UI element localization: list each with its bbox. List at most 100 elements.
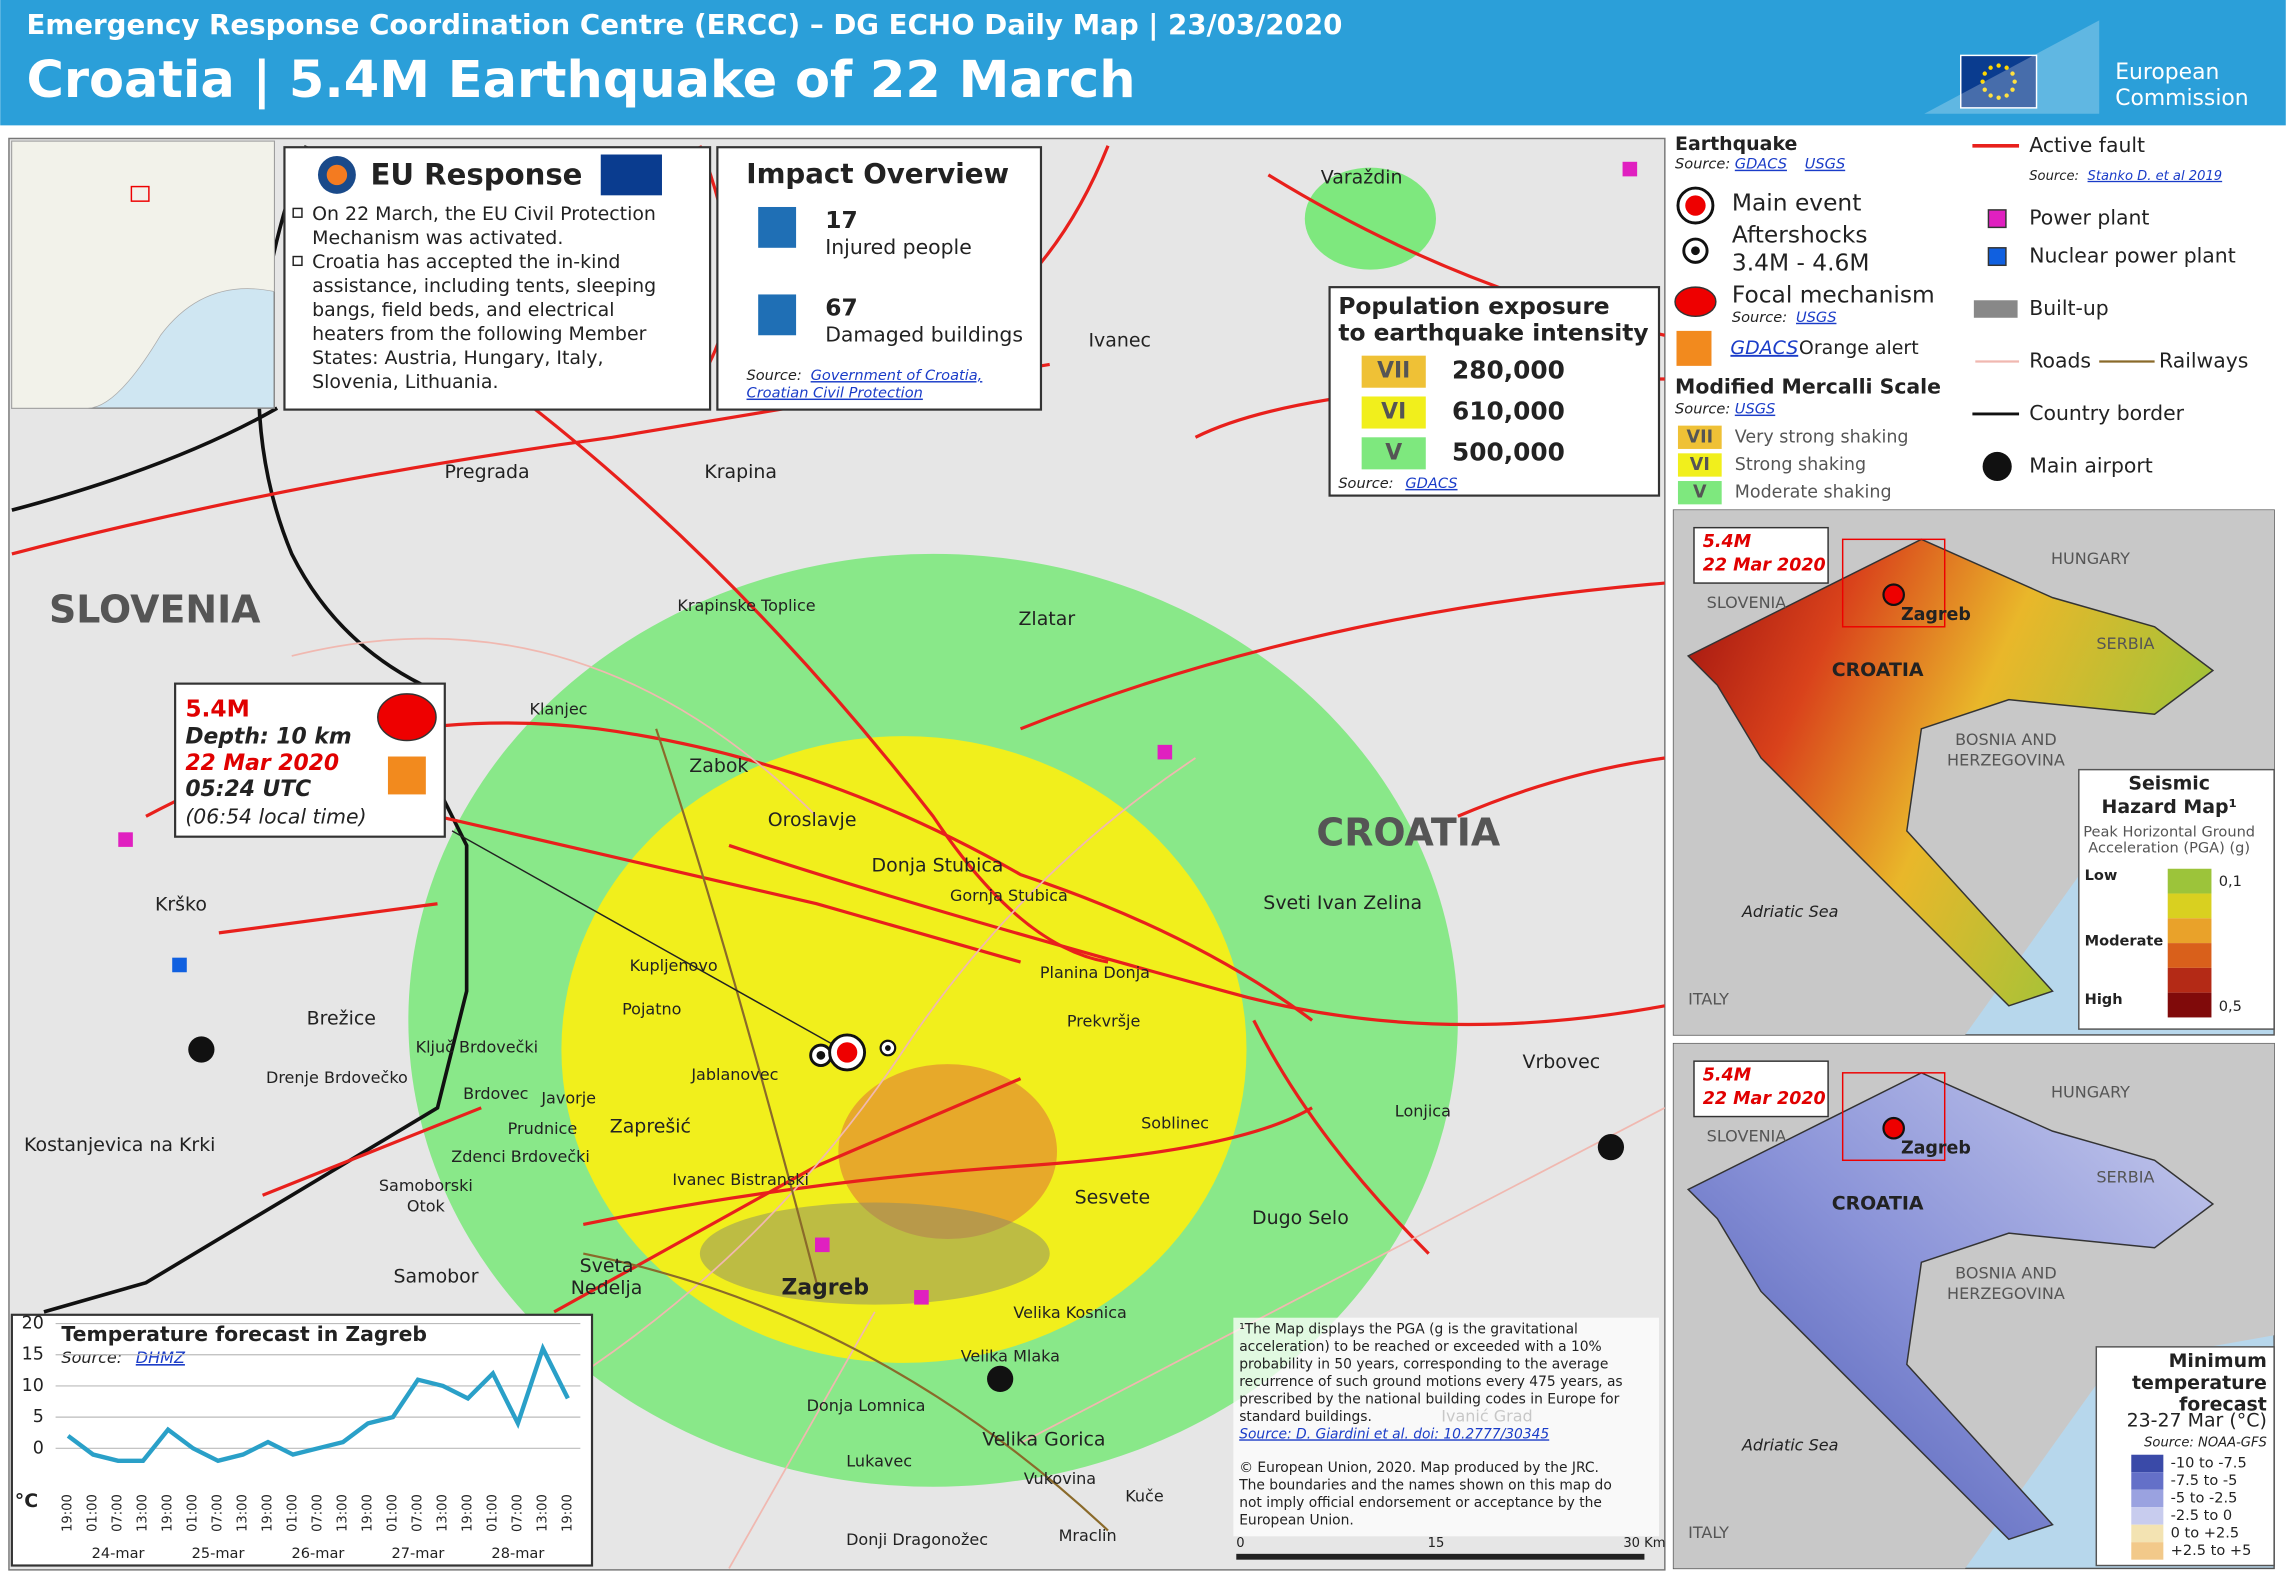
inset-label: Zagreb xyxy=(1901,605,1971,625)
place-label: Ivanec Bistranski xyxy=(672,1170,809,1189)
place-label: Drenje Brdovečko xyxy=(266,1068,408,1087)
legend-title: Modified Mercalli Scale xyxy=(1675,375,1941,399)
temp-swatch xyxy=(2131,1507,2164,1525)
event-label: 22 Mar 2020 xyxy=(1703,556,1826,576)
place-label: Velika Mlaka xyxy=(961,1347,1060,1366)
active-fault xyxy=(582,1106,1313,1226)
place-label: Kuče xyxy=(1125,1486,1164,1505)
place-label: Brežice xyxy=(307,1007,376,1029)
intensity-swatch xyxy=(1361,396,1426,429)
source-label: Source: xyxy=(1675,401,1730,418)
depth: Depth: 10 km xyxy=(185,725,351,750)
hazard-swatch xyxy=(2167,868,2212,894)
scale-bar xyxy=(1236,1553,1645,1560)
inset-extent xyxy=(1841,1072,1946,1162)
population: 610,000 xyxy=(1452,397,1565,426)
legend-label: Main event xyxy=(1732,190,1861,217)
place-label: Krapinske Toplice xyxy=(677,596,815,615)
active-fault xyxy=(1252,1019,1430,1255)
flag-star xyxy=(2010,87,2015,92)
y-tick-label: 20 xyxy=(22,1314,44,1334)
event-label: 5.4M xyxy=(1703,1066,1752,1086)
active-fault xyxy=(494,377,1109,964)
header-bar xyxy=(0,0,2286,126)
place-label: Donja Lomnica xyxy=(807,1396,926,1415)
x-tick-label: 19:00 xyxy=(161,1494,176,1532)
place-label: Krapina xyxy=(704,461,777,483)
event-utc: 05:24 UTC xyxy=(185,777,311,802)
intensity-code: VII xyxy=(1377,359,1410,384)
place-label: Pregrada xyxy=(444,461,529,483)
inset-event xyxy=(1882,583,1905,607)
x-tick-label: 19:00 xyxy=(61,1494,76,1532)
mercalli-code: V xyxy=(1693,483,1707,503)
main-event xyxy=(836,1042,858,1063)
airport xyxy=(1597,1134,1625,1161)
legend-builtup xyxy=(1973,300,2018,318)
y-tick-label: 15 xyxy=(22,1345,44,1365)
intensity-swatch xyxy=(1361,437,1426,470)
source-link: Government of Croatia, xyxy=(811,367,983,384)
x-tick-label: 13:00 xyxy=(435,1494,450,1532)
inset-label: Zagreb xyxy=(1901,1139,1971,1159)
flag-star xyxy=(1996,63,2001,68)
flag-star xyxy=(2012,79,2017,84)
x-tick-label: 13:00 xyxy=(136,1494,151,1532)
railway xyxy=(583,728,1109,1532)
response-text: On 22 March, the EU Civil Protection xyxy=(312,203,656,225)
inset-label: Adriatic Sea xyxy=(1741,1435,1838,1454)
inset-label: CROATIA xyxy=(1832,659,1924,681)
place-label: Kupljenovo xyxy=(630,956,718,975)
bullet xyxy=(292,255,303,267)
temperature-box xyxy=(10,1313,594,1567)
response-text: States: Austria, Hungary, Italy, xyxy=(312,347,603,369)
hazard-value: 0,5 xyxy=(2219,998,2242,1015)
airport xyxy=(987,1365,1014,1393)
country-border xyxy=(11,406,279,512)
legend-sub: Acceleration (PGA) (g) xyxy=(2088,839,2250,856)
legend-title: Seismic xyxy=(2128,773,2210,795)
power-plant xyxy=(815,1237,830,1253)
box-title: EU Response xyxy=(370,157,582,191)
hazard-value: 0,1 xyxy=(2219,873,2242,890)
x-tick-label: 07:00 xyxy=(410,1494,425,1532)
inset-event xyxy=(1882,1116,1905,1140)
place-label: Lukavec xyxy=(846,1452,912,1471)
temp-swatch xyxy=(2131,1542,2164,1560)
hazard-swatch xyxy=(2167,967,2212,993)
place-label: Ivanec xyxy=(1088,330,1150,352)
bullet xyxy=(292,207,303,218)
place-label: Javorje xyxy=(540,1089,596,1108)
inset-label: SLOVENIA xyxy=(1707,1126,1787,1145)
legend-title: Minimum xyxy=(2169,1350,2267,1372)
box-title: Impact Overview xyxy=(746,157,1009,190)
flag-star xyxy=(2004,65,2009,70)
place-label: Dugo Selo xyxy=(1252,1207,1349,1229)
day-label: 28-mar xyxy=(491,1545,544,1562)
hazard-swatch xyxy=(2167,918,2212,944)
legend-label: Country border xyxy=(2029,401,2184,425)
power-plant xyxy=(914,1290,929,1305)
legend-label: Aftershocks xyxy=(1732,222,1868,249)
logo-text: European xyxy=(2115,60,2219,85)
flag-star xyxy=(1980,79,1985,84)
active-fault xyxy=(728,843,1665,1027)
source-link: DHMZ xyxy=(136,1348,186,1367)
response-text: Mechanism was activated. xyxy=(312,227,563,249)
temp-class: -7.5 to -5 xyxy=(2171,1472,2238,1489)
place-label: Sveta xyxy=(580,1255,634,1277)
unit-label: °C xyxy=(15,1490,38,1512)
place-label: Brdovec xyxy=(463,1084,528,1103)
x-tick-label: 13:00 xyxy=(236,1494,251,1532)
scale-label: 30 Km xyxy=(1623,1536,1665,1551)
inset-label: BOSNIA AND xyxy=(1955,1263,2057,1282)
inset-label: CROATIA xyxy=(1832,1193,1924,1215)
place-label: Vukovina xyxy=(1024,1469,1096,1488)
inset-label: BOSNIA AND xyxy=(1955,730,2057,749)
inset-label: HERZEGOVINA xyxy=(1947,750,2065,769)
place-label: Samobor xyxy=(394,1265,479,1287)
legend-label: Roads xyxy=(2029,348,2091,372)
country-label: SLOVENIA xyxy=(49,588,261,632)
place-label: Zagreb xyxy=(781,1276,869,1301)
inset-label: HUNGARY xyxy=(2051,549,2130,568)
